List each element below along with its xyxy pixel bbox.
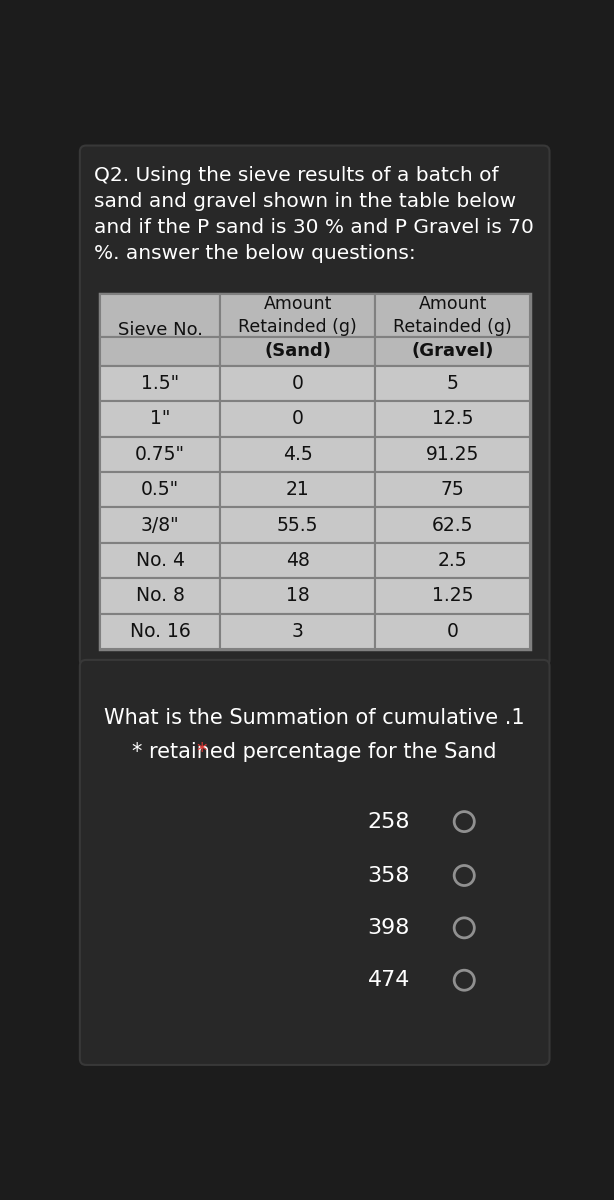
Bar	[375, 472, 530, 508]
Text: 3: 3	[292, 622, 303, 641]
Bar	[100, 294, 220, 336]
Bar	[220, 366, 375, 401]
Bar	[100, 401, 220, 437]
Text: *: *	[197, 743, 208, 762]
Text: No. 8: No. 8	[136, 587, 184, 606]
Bar	[100, 613, 220, 649]
Bar	[375, 401, 530, 437]
Text: 55.5: 55.5	[277, 516, 319, 535]
Text: Amount
Retainded (g): Amount Retainded (g)	[393, 295, 512, 336]
Bar	[100, 472, 220, 508]
Text: 0: 0	[292, 374, 303, 392]
Bar	[220, 578, 375, 613]
Bar	[220, 336, 375, 366]
Text: 0.5": 0.5"	[141, 480, 179, 499]
Bar	[375, 613, 530, 649]
Text: 0.75": 0.75"	[135, 445, 185, 464]
Text: 62.5: 62.5	[432, 516, 473, 535]
Text: 358: 358	[368, 865, 410, 886]
Text: 1": 1"	[150, 409, 170, 428]
Text: 5: 5	[447, 374, 459, 392]
Text: (Gravel): (Gravel)	[411, 342, 494, 360]
Bar	[100, 542, 220, 578]
Bar	[100, 578, 220, 613]
Bar	[220, 613, 375, 649]
Text: 4.5: 4.5	[283, 445, 313, 464]
Bar	[220, 508, 375, 542]
Bar	[220, 401, 375, 437]
Text: and if the P sand is 30 % and P Gravel is 70: and if the P sand is 30 % and P Gravel i…	[94, 218, 534, 236]
Bar	[100, 437, 220, 472]
Text: 2.5: 2.5	[438, 551, 467, 570]
Text: 12.5: 12.5	[432, 409, 473, 428]
Text: What is the Summation of cumulative .1: What is the Summation of cumulative .1	[104, 708, 525, 727]
Text: 398: 398	[368, 918, 410, 938]
Text: 91.25: 91.25	[426, 445, 480, 464]
Text: 1.25: 1.25	[432, 587, 473, 606]
Bar	[375, 294, 530, 336]
Text: 21: 21	[286, 480, 309, 499]
Bar	[375, 437, 530, 472]
Text: Amount
Retainded (g): Amount Retainded (g)	[238, 295, 357, 336]
Text: 1.5": 1.5"	[141, 374, 179, 392]
Bar	[220, 294, 375, 336]
Text: * retained percentage for the Sand: * retained percentage for the Sand	[133, 743, 497, 762]
Text: sand and gravel shown in the table below: sand and gravel shown in the table below	[94, 192, 516, 211]
Bar	[375, 578, 530, 613]
Text: 48: 48	[286, 551, 309, 570]
Text: No. 16: No. 16	[130, 622, 190, 641]
FancyBboxPatch shape	[80, 660, 550, 1064]
Text: %. answer the below questions:: %. answer the below questions:	[94, 244, 416, 263]
Text: 75: 75	[441, 480, 465, 499]
Bar	[100, 294, 530, 649]
Text: 0: 0	[447, 622, 459, 641]
Bar	[375, 366, 530, 401]
Bar	[100, 508, 220, 542]
Text: Sieve No.: Sieve No.	[117, 320, 203, 338]
Text: 0: 0	[292, 409, 303, 428]
Text: 474: 474	[368, 971, 410, 990]
Text: 18: 18	[286, 587, 309, 606]
FancyBboxPatch shape	[80, 145, 550, 666]
Bar	[220, 437, 375, 472]
Bar	[220, 472, 375, 508]
Bar	[375, 508, 530, 542]
Text: (Sand): (Sand)	[264, 342, 331, 360]
Bar	[375, 542, 530, 578]
Text: Q2. Using the sieve results of a batch of: Q2. Using the sieve results of a batch o…	[94, 166, 499, 185]
Text: No. 4: No. 4	[136, 551, 185, 570]
Bar	[375, 336, 530, 366]
Text: 3/8": 3/8"	[141, 516, 179, 535]
Text: 258: 258	[368, 811, 410, 832]
Bar	[100, 366, 220, 401]
Bar	[100, 336, 220, 366]
Bar	[220, 542, 375, 578]
